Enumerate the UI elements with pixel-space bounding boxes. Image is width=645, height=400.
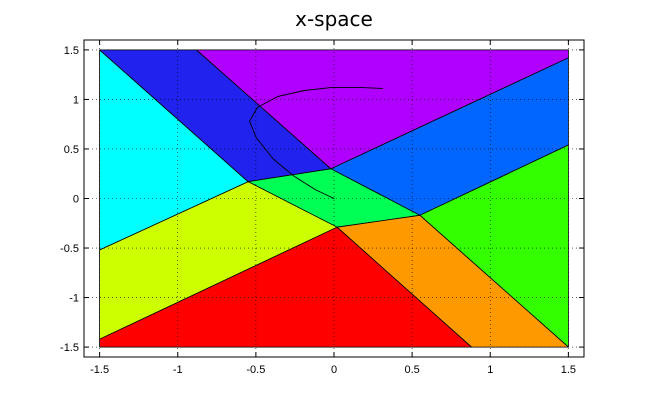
chart-title: x-space bbox=[295, 7, 373, 31]
x-tick-layer: -1.5 -1 -0.5 0 0.5 1 1.5 bbox=[90, 40, 576, 376]
trajectory-layer bbox=[249, 87, 383, 199]
y-tick-layer: 1.5 1 0.5 0 -0.5 -1 -1.5 bbox=[60, 45, 584, 354]
x-tick-label: -1 bbox=[173, 364, 183, 376]
y-tick-label: -0.5 bbox=[60, 243, 79, 255]
region-layer bbox=[99, 49, 569, 348]
y-tick-label: -1.5 bbox=[60, 342, 79, 354]
x-tick-label: 1.5 bbox=[561, 364, 576, 376]
x-tick-label: 0.5 bbox=[404, 364, 419, 376]
y-tick-label: 1 bbox=[73, 94, 79, 106]
y-tick-label: 1.5 bbox=[64, 45, 79, 57]
y-tick-label: -1 bbox=[69, 293, 79, 305]
x-tick-label: -1.5 bbox=[90, 364, 109, 376]
x-tick-label: 0 bbox=[331, 364, 337, 376]
x-tick-label: 1 bbox=[487, 364, 493, 376]
grid-layer bbox=[84, 40, 584, 357]
x-tick-label: -0.5 bbox=[246, 364, 265, 376]
trajectory-line bbox=[249, 87, 383, 199]
y-tick-label: 0.5 bbox=[64, 144, 79, 156]
y-tick-label: 0 bbox=[73, 194, 79, 206]
